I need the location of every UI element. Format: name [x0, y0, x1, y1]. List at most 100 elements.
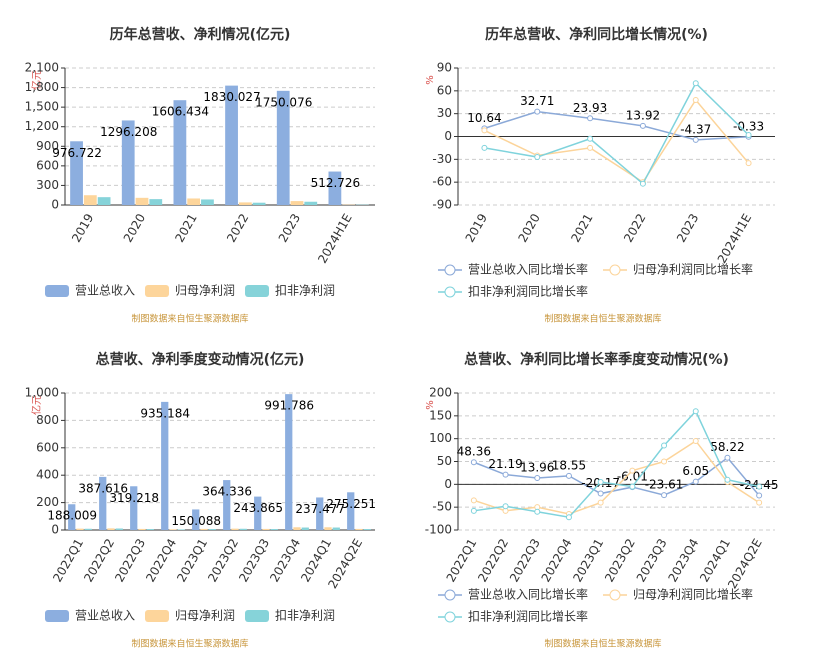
x-tick-label: 2021: [568, 211, 595, 244]
data-label: 275.251: [326, 497, 376, 511]
data-label: 23.93: [573, 101, 607, 115]
data-label: 13.96: [520, 460, 554, 474]
y-tick-label: 1,200: [25, 119, 59, 133]
data-label: 58.22: [710, 440, 744, 454]
legend-label: 营业总收入同比增长率: [468, 587, 588, 602]
bar: [115, 528, 123, 530]
chart-title: 历年总营收、净利情况(亿元): [110, 26, 291, 43]
bar: [301, 527, 309, 530]
data-label: 32.71: [520, 94, 554, 108]
y-tick-label: 60: [437, 83, 452, 97]
x-tick-label: 2023Q4: [665, 536, 701, 584]
data-label: 18.55: [552, 458, 586, 472]
data-label: 319.218: [109, 491, 159, 505]
line: [473, 409, 760, 519]
point: [692, 96, 699, 103]
data-label: -23.61: [645, 478, 684, 492]
bar: [192, 509, 200, 530]
data-label: 243.865: [233, 501, 283, 515]
data-label: 1296.208: [100, 125, 157, 139]
legend-label: 扣非净利润同比增长率: [468, 609, 588, 624]
y-tick-label: 100: [429, 431, 452, 445]
legend-label: 营业总收入: [75, 609, 135, 623]
bar: [239, 528, 247, 530]
bar: [138, 528, 146, 530]
bar: [293, 527, 301, 530]
point: [629, 467, 636, 474]
bar: [146, 529, 154, 530]
x-tick-label: 2023Q1: [570, 536, 606, 584]
x-tick-label: 2022Q2: [475, 536, 511, 584]
x-tick-label: 2023Q3: [634, 536, 670, 584]
bar: [200, 528, 208, 530]
bar: [276, 90, 290, 205]
y-tick-label: 1,000: [25, 386, 59, 400]
footer-note: 制图数据来自恒生聚源数据库: [544, 313, 661, 325]
legend-swatch: [145, 285, 169, 297]
line: [484, 98, 750, 184]
point: [470, 497, 477, 504]
y-tick-label: -90: [432, 198, 452, 212]
bar: [262, 528, 270, 530]
bar: [285, 394, 293, 530]
x-tick-label: 2023: [276, 211, 303, 244]
y-tick-label: 2,100: [25, 61, 59, 75]
point: [756, 483, 763, 490]
line: [484, 110, 749, 141]
data-label: 10.64: [467, 111, 501, 125]
bar: [223, 480, 231, 530]
point: [692, 408, 699, 415]
legend-label: 扣非净利润: [275, 609, 335, 623]
bar: [328, 171, 342, 205]
footer-note: 制图数据来自恒生聚源数据库: [131, 638, 248, 650]
legend-swatch: [444, 286, 456, 298]
point: [534, 154, 541, 161]
legend-swatch: [609, 589, 621, 601]
bar: [169, 529, 177, 530]
data-label: 6.05: [682, 464, 709, 478]
data-label: -6.01: [617, 470, 648, 484]
chart-panel: 历年总营收、净利同比增长情况(%)% -90 -60 -30 0 30 60 90 2019 20…: [425, 26, 775, 325]
data-label: 237.477: [295, 502, 345, 516]
point: [502, 471, 509, 478]
y-tick-label: 800: [36, 413, 59, 427]
point: [534, 508, 541, 515]
y-axis-label: 亿元: [30, 395, 43, 415]
data-label: -4.37: [680, 122, 711, 136]
legend-swatch: [444, 589, 456, 601]
bar: [252, 202, 266, 205]
bar: [130, 486, 138, 530]
x-tick-label: 2022Q4: [539, 536, 575, 584]
bar: [304, 201, 318, 205]
bar: [149, 199, 163, 205]
legend-swatch: [45, 610, 69, 622]
data-label: 364.336: [202, 485, 252, 499]
bar: [201, 199, 214, 205]
y-tick-label: 200: [429, 386, 452, 400]
bar: [121, 120, 135, 205]
legend-label: 归母净利润: [175, 284, 235, 298]
chart-panel: 历年总营收、净利情况(亿元) 亿元 0 300 600 900 1,200 1,500 1,80…: [25, 26, 375, 325]
y-tick-label: 0: [444, 477, 452, 491]
legend-label: 营业总收入: [75, 284, 135, 298]
bar: [347, 492, 355, 530]
point: [629, 483, 636, 490]
bar: [231, 528, 239, 530]
bar: [97, 197, 111, 205]
point: [692, 478, 699, 485]
y-axis-label: 亿元: [30, 70, 43, 90]
point: [661, 492, 668, 499]
x-tick-label: 2022Q1: [444, 536, 480, 584]
y-tick-label: 1,800: [25, 80, 59, 94]
x-tick-label: 2020: [515, 211, 542, 244]
y-tick-label: 300: [36, 178, 59, 192]
chart-title: 总营收、净利季度变动情况(亿元): [96, 351, 305, 368]
y-tick-label: 0: [444, 129, 452, 143]
y-tick-label: 600: [36, 440, 59, 454]
bar: [238, 202, 252, 205]
data-label: 13.92: [626, 108, 660, 122]
point: [587, 135, 594, 142]
legend-swatch: [245, 285, 269, 297]
legend-label: 扣非净利润: [275, 284, 335, 298]
bar: [225, 85, 238, 205]
